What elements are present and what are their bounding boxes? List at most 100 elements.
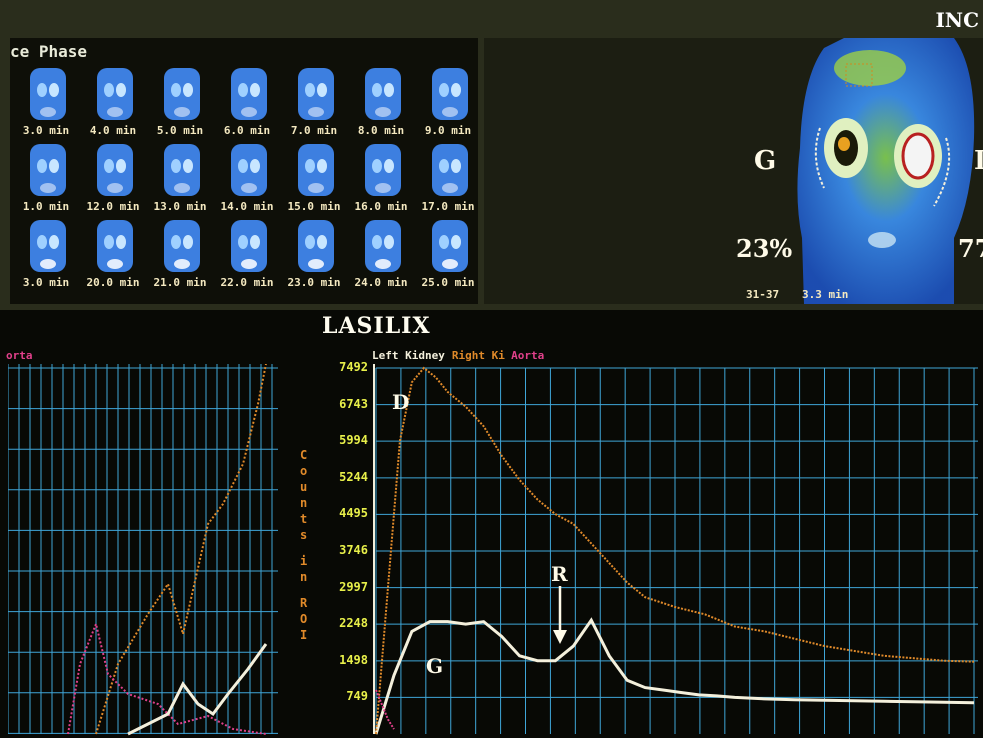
frame-range-label: 31-37 — [746, 288, 780, 301]
left-curve-plot — [8, 364, 278, 736]
frame-time-label: 21.0 min — [153, 276, 207, 289]
y-axis-label-char: o — [300, 464, 308, 478]
legend-item: Left Kidney — [372, 349, 445, 362]
left-plot-curve-2 — [127, 643, 268, 736]
frame-time-label: 23.0 min — [287, 276, 341, 289]
y-tick-label: 749 — [346, 689, 368, 704]
scan-frame — [428, 142, 472, 198]
y-tick-label: 4495 — [339, 506, 368, 521]
scan-frame — [26, 218, 70, 274]
y-axis-label-char: u — [300, 480, 308, 494]
rise-arrow-icon — [553, 586, 567, 644]
frame-time-label: 13.0 min — [153, 200, 207, 213]
frame-time-label: 9.0 min — [424, 124, 472, 137]
series-line-left-kidney — [374, 617, 975, 735]
y-tick-label: 5244 — [339, 469, 368, 484]
y-axis-label-char: s — [300, 528, 308, 542]
scan-thumbnail — [97, 144, 133, 196]
scan-frame — [361, 142, 405, 198]
renogram-panel: LASILIX orta Left Kidney Right Ki Aorta 74… — [0, 310, 983, 738]
frame-time-label: 3.0 min — [22, 124, 70, 137]
y-axis-label-char: I — [300, 628, 308, 642]
scan-frame — [227, 218, 271, 274]
frame-time-label: 5.0 min — [156, 124, 204, 137]
scan-frame — [361, 218, 405, 274]
scan-frame — [428, 218, 472, 274]
scan-frame — [160, 142, 204, 198]
y-tick-label: 7492 — [339, 360, 368, 374]
scan-thumbnail — [365, 220, 401, 272]
frame-time-label: 12.0 min — [86, 200, 140, 213]
left-curve-annotation: G — [426, 654, 444, 678]
scan-thumbnail — [231, 68, 267, 120]
y-axis-label-char: n — [300, 570, 308, 584]
y-axis-label-char: i — [300, 554, 308, 568]
chart-title: LASILIX — [322, 313, 431, 339]
y-tick-label: 2248 — [339, 616, 368, 631]
scan-thumbnail — [231, 220, 267, 272]
scan-frame — [227, 142, 271, 198]
scan-thumbnail — [298, 144, 334, 196]
scan-thumbnail — [164, 68, 200, 120]
y-axis-label-char: t — [300, 512, 308, 526]
y-axis-label-char: C — [300, 448, 308, 462]
frame-time-label: 16.0 min — [354, 200, 408, 213]
scan-thumbnail — [298, 220, 334, 272]
left-plot-curve-1 — [67, 620, 267, 735]
frame-time-label: 15.0 min — [287, 200, 341, 213]
right-kidney-label: I — [974, 146, 983, 176]
frame-time-label: 3.3 min — [802, 288, 849, 301]
series-line-aorta — [375, 689, 395, 730]
left-kidney-label: G — [754, 146, 777, 176]
y-tick-label: 6743 — [339, 396, 368, 411]
frame-time-label: 22.0 min — [220, 276, 274, 289]
frame-time-label: 25.0 min — [421, 276, 475, 289]
frame-time-label: 4.0 min — [89, 124, 137, 137]
legend-item: Aorta — [511, 349, 545, 362]
frame-time-label: 3.0 min — [22, 276, 70, 289]
scan-thumbnail — [365, 68, 401, 120]
y-axis-label-char: R — [300, 596, 308, 610]
y-tick-label: 5994 — [339, 433, 368, 448]
scan-frame — [428, 66, 472, 122]
scan-frame — [160, 66, 204, 122]
scan-frame — [361, 66, 405, 122]
phase-title: ce Phase — [10, 42, 88, 61]
scan-thumbnail — [365, 144, 401, 196]
y-tick-label: 2997 — [339, 579, 368, 594]
right-percent: 77 — [958, 234, 983, 263]
renogram-chart — [373, 364, 978, 735]
left-partial-legend: orta — [6, 349, 33, 362]
scan-thumbnail — [97, 68, 133, 120]
scan-frame — [93, 66, 137, 122]
scan-thumbnail — [432, 220, 468, 272]
frame-time-label: 8.0 min — [357, 124, 405, 137]
scan-thumbnail — [432, 68, 468, 120]
scan-frame — [26, 142, 70, 198]
y-tick-label: 1498 — [339, 652, 368, 667]
scan-thumbnail — [30, 68, 66, 120]
y-tick-label: 3746 — [339, 543, 368, 557]
frame-time-label: 14.0 min — [220, 200, 274, 213]
left-plot-curve-0 — [95, 364, 267, 735]
kidney-image-panel: G I 23% 77 31-37 3.3 min — [484, 38, 983, 304]
series-line-right-ki — [375, 366, 975, 735]
frame-time-label: 24.0 min — [354, 276, 408, 289]
frame-time-label: 17.0 min — [421, 200, 475, 213]
scan-thumbnail — [432, 144, 468, 196]
y-axis-label-char: n — [300, 496, 308, 510]
scan-frame — [294, 142, 338, 198]
scan-thumbnail — [298, 68, 334, 120]
scan-thumbnail — [30, 220, 66, 272]
scan-frame — [227, 66, 271, 122]
scan-frame — [93, 218, 137, 274]
scan-frame — [160, 218, 204, 274]
scan-frame — [26, 66, 70, 122]
scan-thumbnail — [97, 220, 133, 272]
scan-frame — [93, 142, 137, 198]
scan-frame — [294, 218, 338, 274]
frame-time-label: 1.0 min — [22, 200, 70, 213]
legend-item: Right Ki — [451, 349, 505, 362]
left-percent: 23% — [736, 234, 793, 263]
frame-time-label: 7.0 min — [290, 124, 338, 137]
